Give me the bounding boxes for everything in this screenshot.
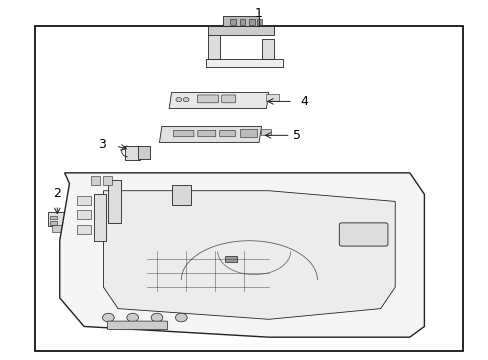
FancyBboxPatch shape bbox=[50, 216, 57, 219]
Polygon shape bbox=[60, 173, 424, 337]
FancyBboxPatch shape bbox=[219, 130, 235, 137]
FancyBboxPatch shape bbox=[256, 19, 262, 25]
Polygon shape bbox=[169, 93, 268, 109]
FancyBboxPatch shape bbox=[224, 256, 237, 262]
Text: 5: 5 bbox=[292, 129, 301, 142]
FancyBboxPatch shape bbox=[229, 19, 235, 25]
Circle shape bbox=[176, 98, 182, 102]
Circle shape bbox=[151, 313, 163, 322]
FancyBboxPatch shape bbox=[197, 95, 218, 103]
FancyBboxPatch shape bbox=[339, 223, 387, 246]
FancyBboxPatch shape bbox=[266, 94, 278, 102]
FancyBboxPatch shape bbox=[171, 185, 191, 205]
FancyBboxPatch shape bbox=[207, 26, 273, 35]
Text: 1: 1 bbox=[255, 8, 263, 21]
FancyBboxPatch shape bbox=[47, 212, 67, 226]
FancyBboxPatch shape bbox=[107, 321, 167, 330]
FancyBboxPatch shape bbox=[50, 221, 57, 225]
Circle shape bbox=[126, 313, 138, 322]
FancyBboxPatch shape bbox=[221, 95, 235, 103]
FancyBboxPatch shape bbox=[91, 176, 100, 185]
FancyBboxPatch shape bbox=[261, 39, 273, 59]
FancyBboxPatch shape bbox=[108, 180, 120, 223]
Circle shape bbox=[175, 313, 187, 322]
FancyBboxPatch shape bbox=[205, 59, 283, 67]
FancyBboxPatch shape bbox=[239, 19, 245, 25]
FancyBboxPatch shape bbox=[207, 33, 220, 59]
FancyBboxPatch shape bbox=[137, 146, 149, 158]
FancyBboxPatch shape bbox=[260, 129, 271, 135]
FancyBboxPatch shape bbox=[249, 19, 255, 25]
FancyBboxPatch shape bbox=[77, 196, 91, 205]
FancyBboxPatch shape bbox=[222, 16, 259, 26]
Polygon shape bbox=[159, 126, 261, 143]
FancyBboxPatch shape bbox=[173, 130, 194, 137]
FancyBboxPatch shape bbox=[77, 225, 91, 234]
Polygon shape bbox=[103, 191, 394, 319]
FancyBboxPatch shape bbox=[125, 146, 140, 160]
FancyBboxPatch shape bbox=[52, 225, 62, 232]
Circle shape bbox=[183, 98, 189, 102]
Text: 3: 3 bbox=[98, 138, 106, 151]
FancyBboxPatch shape bbox=[77, 210, 91, 219]
FancyBboxPatch shape bbox=[198, 130, 215, 137]
Text: 2: 2 bbox=[53, 186, 61, 200]
FancyBboxPatch shape bbox=[239, 129, 256, 137]
FancyBboxPatch shape bbox=[94, 194, 106, 241]
Circle shape bbox=[102, 313, 114, 322]
Text: 4: 4 bbox=[300, 95, 307, 108]
FancyBboxPatch shape bbox=[103, 176, 112, 185]
